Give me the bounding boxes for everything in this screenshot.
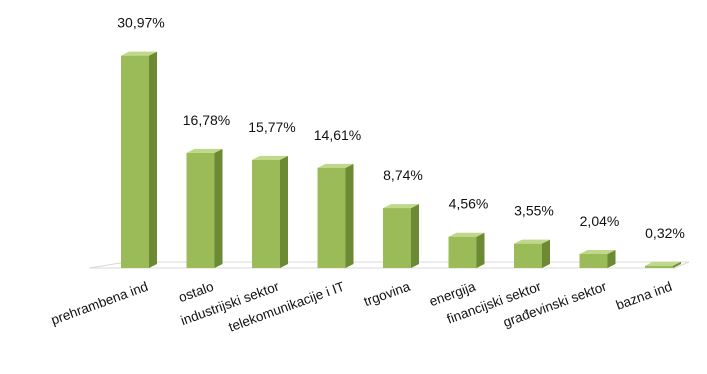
value-label: 16,78% — [183, 112, 230, 128]
bar — [383, 204, 419, 268]
bar-side — [411, 204, 419, 268]
bar-front — [579, 254, 608, 268]
value-label: 8,74% — [383, 167, 423, 183]
bar-front — [121, 55, 149, 269]
bar-top — [252, 155, 288, 160]
bar — [448, 232, 485, 268]
value-label: 15,77% — [248, 119, 295, 135]
category-label: ostalo — [177, 279, 216, 305]
bar-side — [607, 250, 616, 268]
bar-top — [514, 239, 550, 244]
bar — [645, 261, 681, 268]
bar-front — [448, 236, 477, 268]
bar-front — [317, 167, 346, 268]
bar — [186, 148, 223, 268]
bar-side — [214, 148, 223, 268]
bar-top — [579, 250, 616, 255]
bar-front — [186, 152, 215, 268]
bar — [579, 250, 616, 268]
bar-front — [252, 159, 280, 268]
bar — [252, 155, 288, 268]
category-label: telekomunikacije i IT — [226, 279, 346, 335]
value-label: 4,56% — [449, 196, 489, 212]
value-label: 0,32% — [645, 225, 685, 241]
value-label: 14,61% — [314, 127, 361, 143]
bar-front — [383, 208, 411, 268]
bar — [514, 239, 550, 268]
bar-side — [280, 155, 288, 268]
bar-side — [149, 51, 157, 269]
category-label: bazna ind — [614, 279, 674, 313]
value-label: 3,55% — [514, 203, 554, 219]
chart-floor — [88, 261, 690, 269]
bar-top — [645, 261, 681, 266]
bar — [121, 51, 157, 269]
bar-top — [448, 232, 485, 237]
value-label: 2,04% — [580, 213, 620, 229]
value-label: 30,97% — [117, 15, 164, 31]
bar — [317, 163, 354, 268]
bar-side — [345, 163, 354, 268]
bar-side — [542, 239, 550, 268]
category-label: trgovina — [362, 279, 413, 310]
value-labels: 30,97% 16,78% 15,77% 14,61% 8,74% 4,56% 3,55% 2… — [117, 15, 685, 241]
bar-side — [476, 232, 485, 268]
bar-top — [383, 204, 419, 209]
bar-front — [514, 243, 542, 268]
bar-side — [673, 261, 681, 268]
bar-front — [645, 265, 673, 268]
bar-top — [317, 163, 354, 168]
bar-top — [121, 51, 157, 56]
category-label: prehrambena ind — [49, 279, 150, 328]
bars — [121, 51, 681, 269]
floor-plane — [88, 261, 690, 269]
bar-top — [186, 148, 223, 153]
